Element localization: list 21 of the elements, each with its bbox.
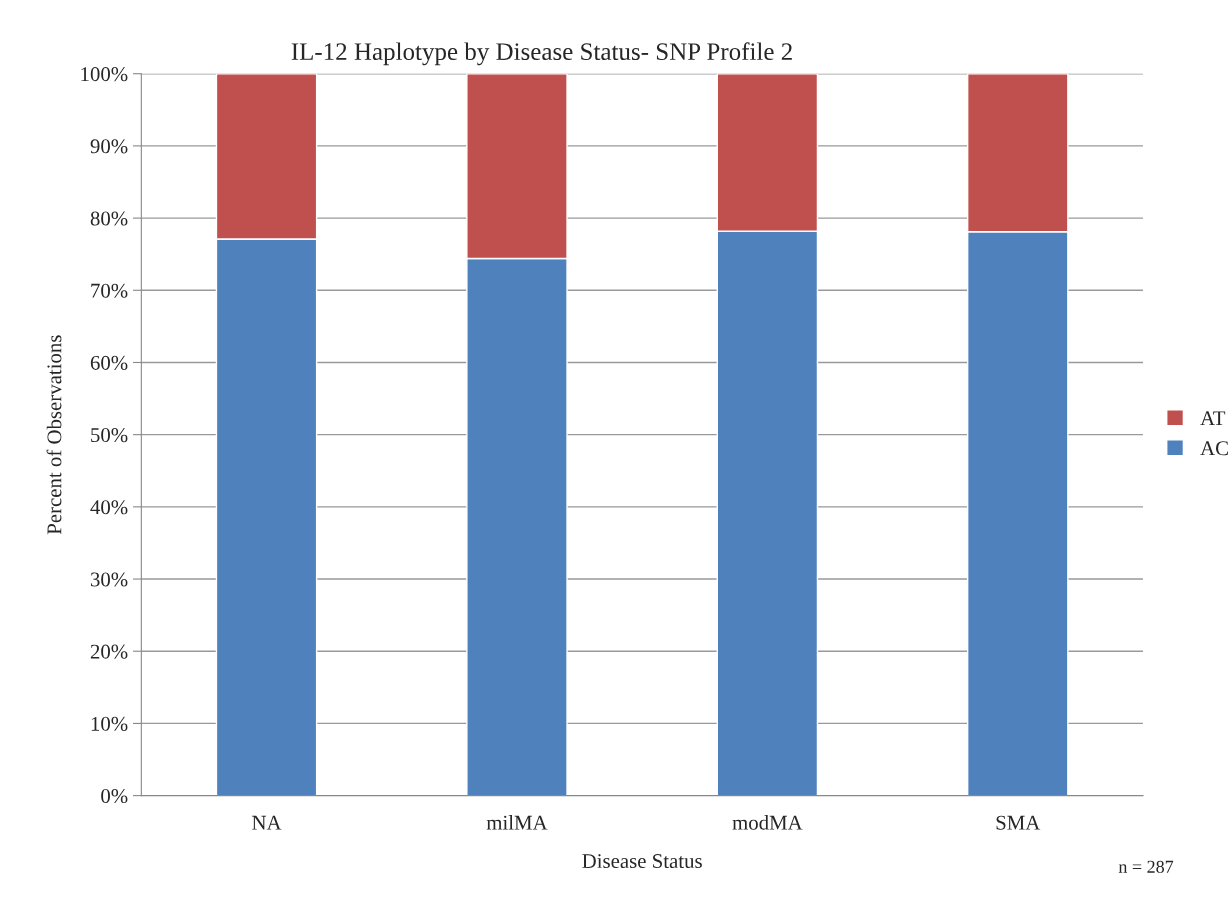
y-tick-label: 70% <box>91 283 128 298</box>
y-tick-label: 60% <box>90 355 128 370</box>
y-tick-label: 40% <box>90 500 128 515</box>
y-axis-title: Percent of Observations <box>46 335 62 535</box>
chart-title: IL-12 Haplotype by Disease Status- SNP Profile 2 <box>291 42 792 66</box>
y-tick-label: 20% <box>90 644 128 659</box>
x-tick-label: milMA <box>486 815 548 830</box>
text: n = 287 <box>1118 860 1174 873</box>
y-tick-label: 30% <box>90 572 128 587</box>
legend-label: AT <box>1200 411 1226 426</box>
y-tick-label: 10% <box>91 716 128 731</box>
x-tick-label: NA <box>252 815 282 830</box>
y-tick-label: 100% <box>81 67 128 82</box>
legend-label: AC <box>1200 441 1228 456</box>
x-tick-label: modMA <box>732 815 803 830</box>
y-tick-label: 50% <box>91 428 128 443</box>
y-tick-label: 90% <box>90 139 128 154</box>
y-tick-label: 0% <box>101 788 128 804</box>
x-axis-title: Disease Status <box>582 854 702 869</box>
y-tick-label: 80% <box>90 211 128 226</box>
x-tick-label: SMA <box>996 815 1041 830</box>
